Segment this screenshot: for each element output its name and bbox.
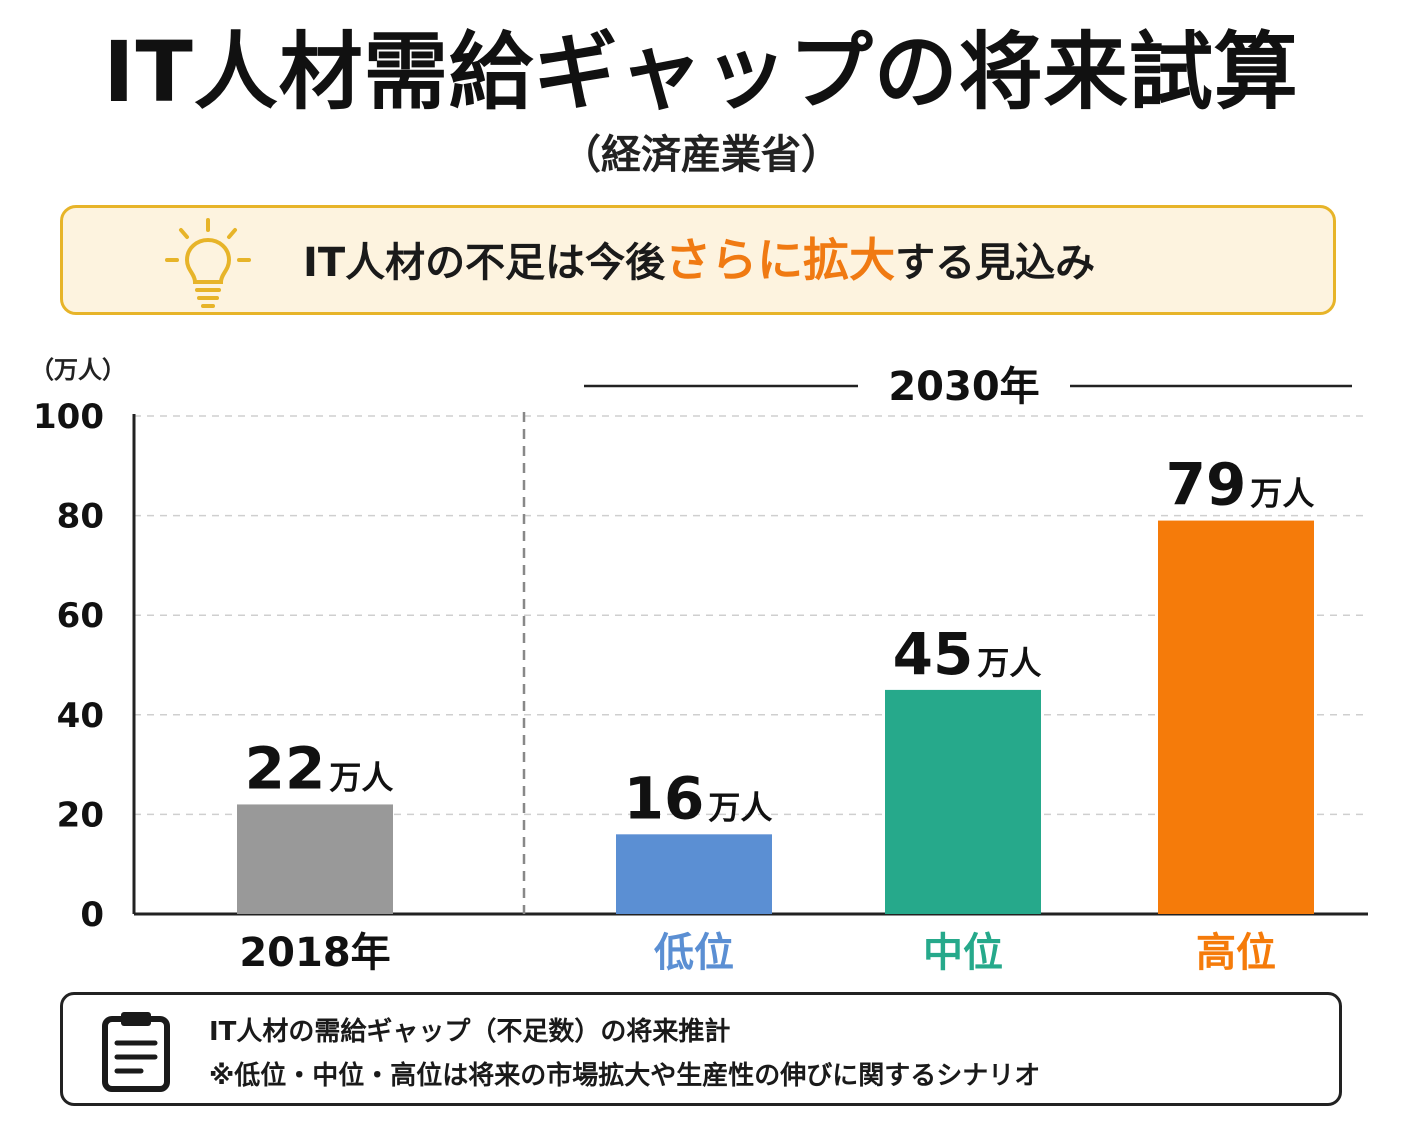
- bar-value-label-1: 16 万人: [624, 764, 773, 832]
- bar-value-label-0: 22 万人: [245, 734, 394, 802]
- bar-1: [616, 834, 772, 914]
- x-category-label-0: 2018年: [239, 930, 390, 976]
- y-tick-label: 20: [57, 795, 104, 835]
- bar-value-unit: 万人: [329, 758, 393, 796]
- callout-box: IT人材の不足は今後さらに拡大する見込み: [60, 205, 1336, 315]
- y-axis-unit-label: （万人）: [30, 356, 126, 384]
- bar-value-unit: 万人: [1250, 475, 1314, 513]
- footer-line-2: ※低位・中位・高位は将来の市場拡大や生産性の伸びに関するシナリオ: [209, 1061, 1041, 1091]
- bar-value-number: 79: [1166, 451, 1247, 519]
- footer-note-box: IT人材の需給ギャップ（不足数）の将来推計 ※低位・中位・高位は将来の市場拡大や…: [60, 992, 1342, 1106]
- y-tick-label: 40: [57, 696, 104, 736]
- y-tick-label: 80: [57, 497, 104, 537]
- callout-text-highlight: さらに拡大: [665, 233, 896, 287]
- bar-value-label-3: 79 万人: [1166, 451, 1315, 519]
- callout-message: IT人材の不足は今後さらに拡大する見込み: [303, 208, 1095, 312]
- footer-line-1: IT人材の需給ギャップ（不足数）の将来推計: [209, 1017, 731, 1047]
- bar-2: [885, 689, 1041, 914]
- group-header-label: 2030年: [888, 364, 1039, 410]
- y-tick-label: 0: [80, 895, 104, 935]
- bar-value-unit: 万人: [708, 788, 772, 826]
- page-title: IT人材需給ギャップの将来試算: [103, 23, 1299, 121]
- x-category-label-3: 高位: [1196, 930, 1276, 976]
- y-tick-label: 60: [57, 596, 104, 636]
- clipboard-icon: [102, 1012, 170, 1092]
- bar-value-number: 45: [893, 620, 974, 688]
- callout-text-after: する見込み: [895, 240, 1096, 286]
- bar-3: [1158, 520, 1314, 914]
- bar-value-number: 16: [624, 764, 705, 832]
- x-category-label-1: 低位: [654, 930, 734, 976]
- callout-text-before: IT人材の不足は今後: [303, 240, 666, 286]
- lightbulb-icon: [165, 218, 251, 308]
- bar-value-unit: 万人: [977, 644, 1041, 682]
- bar-0: [237, 804, 393, 914]
- bar-value-label-2: 45 万人: [893, 620, 1042, 688]
- y-tick-label: 100: [33, 397, 104, 437]
- page-subtitle: （経済産業省）: [561, 132, 841, 178]
- x-category-label-2: 中位: [923, 930, 1003, 976]
- bar-value-number: 22: [245, 734, 326, 802]
